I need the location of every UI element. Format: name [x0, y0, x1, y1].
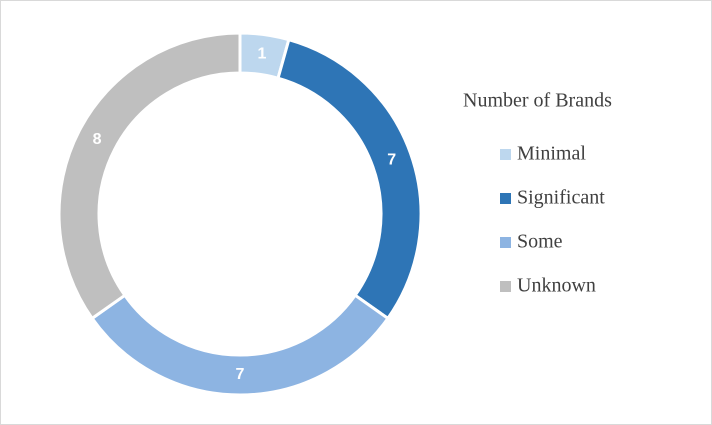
legend-swatch	[500, 281, 511, 292]
legend-swatch	[500, 193, 511, 204]
donut-slice	[57, 31, 242, 321]
data-label: 1	[257, 46, 266, 63]
legend-label: Unknown	[517, 275, 596, 297]
legend-swatch	[500, 237, 511, 248]
legend-label: Minimal	[517, 143, 586, 165]
legend-swatch	[500, 149, 511, 160]
data-label: 7	[236, 366, 245, 383]
legend-label: Significant	[517, 187, 605, 209]
legend-label: Some	[517, 231, 563, 253]
legend-title: Number of Brands	[463, 90, 612, 112]
data-label: 8	[93, 131, 102, 148]
data-label: 7	[387, 151, 396, 168]
